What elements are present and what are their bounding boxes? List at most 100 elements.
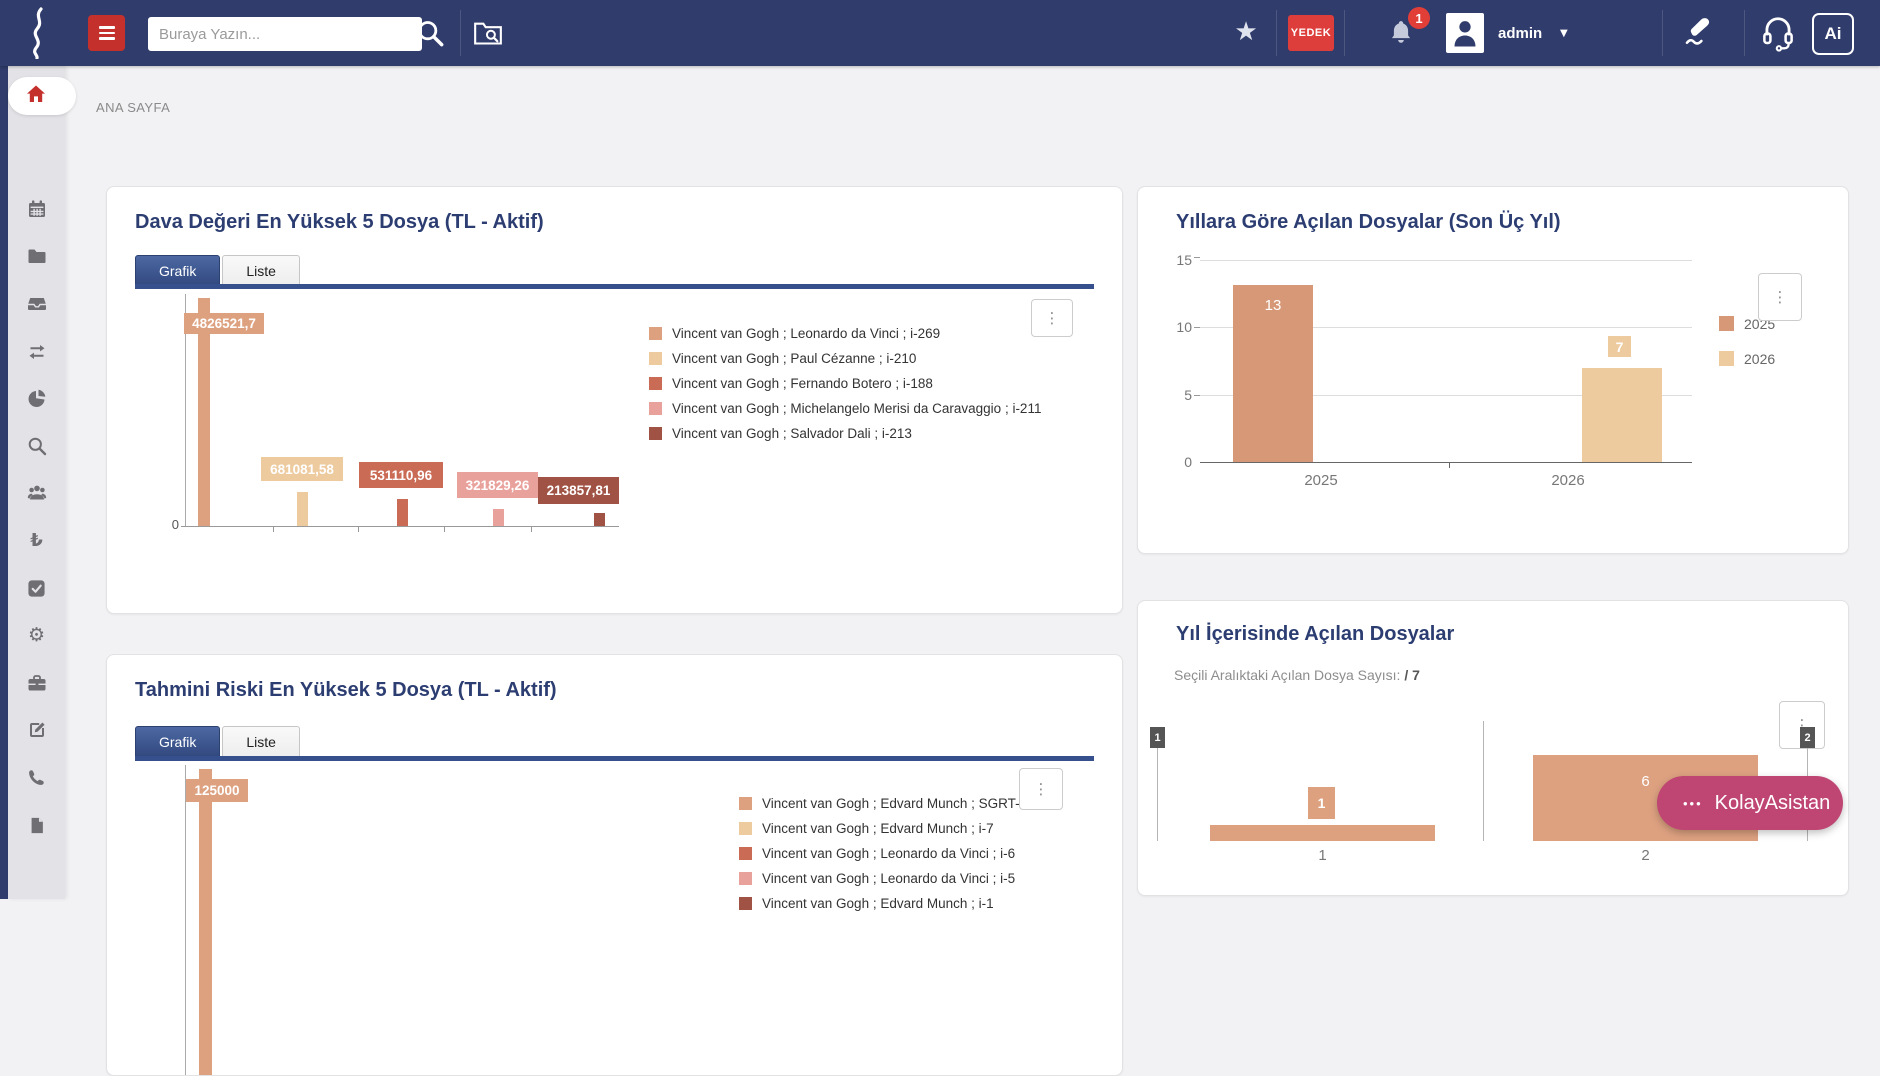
favorites-star-icon[interactable]: ★ [1234, 17, 1258, 47]
bar-series-1[interactable] [199, 769, 212, 1075]
divider [1662, 10, 1663, 56]
chevron-down-icon[interactable]: ▼ [1560, 27, 1568, 39]
legend-swatch [649, 377, 662, 390]
sidebar-item-inbox[interactable] [8, 285, 65, 323]
subtitle-prefix: Seçili Aralıktaki Açılan Dosya Sayısı: [1174, 667, 1405, 683]
y-tick-label: 0 [1184, 454, 1192, 470]
chart-legend: Vincent van Gogh ; Leonardo da Vinci ; i… [649, 321, 1041, 446]
kebab-menu-icon[interactable]: ⋮ [1758, 273, 1802, 321]
kebab-menu-icon[interactable]: ⋮ [1031, 299, 1073, 337]
page-title: Dava Değeri En Yüksek 5 Dosya (TL - Akti… [135, 211, 544, 233]
legend-label: Vincent van Gogh ; Leonardo da Vinci ; i… [762, 846, 1016, 861]
assistant-dots-icon: ••• [1683, 795, 1703, 811]
bar-value-label: 321829,26 [457, 472, 538, 498]
tab-underline [135, 756, 1094, 761]
legend-item: Vincent van Gogh ; Leonardo da Vinci ; i… [739, 866, 1042, 891]
bar-value-label: 125000 [186, 779, 248, 802]
sidebar-accent-strip [0, 0, 8, 899]
legend-label: Vincent van Gogh ; Salvador Dali ; i-213 [672, 426, 912, 441]
legend-label: Vincent van Gogh ; Leonardo da Vinci ; i… [672, 326, 941, 341]
legend-label: Vincent van Gogh ; Paul Cézanne ; i-210 [672, 351, 917, 366]
y-axis-origin-label: 0 [171, 517, 179, 532]
kebab-menu-icon[interactable]: ⋮ [1019, 768, 1063, 810]
range-handle-end[interactable]: 2 [1800, 727, 1815, 748]
legend-label: Vincent van Gogh ; Edvard Munch ; SGRT-1… [762, 796, 1043, 811]
sidebar-item-briefcase[interactable] [8, 664, 65, 702]
bar-series-2[interactable] [297, 492, 308, 526]
sidebar-item-document[interactable] [8, 806, 65, 844]
bar-2025[interactable] [1233, 285, 1313, 462]
sidebar-item-lira[interactable]: ₺ [30, 529, 43, 551]
plot-boundary-line [1157, 748, 1158, 841]
subtitle-value: / 7 [1404, 667, 1420, 683]
range-handle-start[interactable]: 1 [1150, 727, 1165, 748]
avatar[interactable] [1446, 13, 1484, 53]
assistant-label: KolayAsistan [1714, 791, 1831, 814]
bar-value-label: 213857,81 [538, 477, 619, 504]
divider [1744, 10, 1745, 56]
legend-label: Vincent van Gogh ; Fernando Botero ; i-1… [672, 376, 933, 391]
sidebar-item-calendar[interactable] [8, 190, 65, 228]
legend-label: Vincent van Gogh ; Edvard Munch ; i-1 [762, 896, 994, 911]
sidebar-item-pie-chart[interactable] [8, 379, 65, 417]
sidebar-item-phone[interactable] [8, 758, 65, 796]
brand-logo-icon[interactable] [27, 7, 49, 64]
grid-line [1200, 395, 1692, 396]
page-title: Yıllara Göre Açılan Dosyalar (Son Üç Yıl… [1176, 211, 1561, 233]
support-headset-icon[interactable] [1754, 11, 1802, 55]
ai-assistant-button[interactable]: Ai [1812, 13, 1854, 55]
bar-period-1[interactable] [1210, 825, 1435, 841]
sidebar-item-folder[interactable] [8, 237, 65, 275]
legend-swatch [739, 822, 752, 835]
legend-swatch [1719, 351, 1734, 366]
signature-pen-icon[interactable] [1676, 12, 1722, 54]
category-divider-line [1483, 721, 1484, 841]
search-input[interactable] [148, 17, 422, 51]
bar-2026[interactable] [1582, 368, 1662, 462]
page-title: Yıl İçerisinde Açılan Dosyalar [1176, 623, 1455, 645]
tab-grafik[interactable]: Grafik [135, 726, 221, 758]
legend-item: Vincent van Gogh ; Michelangelo Merisi d… [649, 396, 1041, 421]
kolay-asistan-button[interactable]: ••• KolayAsistan [1657, 776, 1843, 830]
top-bar: ★ YEDEK 1 admin ▼ Ai [0, 0, 1880, 66]
tab-liste[interactable]: Liste [222, 255, 300, 286]
sidebar-item-tasks[interactable] [8, 569, 65, 607]
bar-series-5[interactable] [594, 513, 605, 526]
divider [1344, 10, 1345, 56]
divider [1276, 10, 1277, 56]
folder-search-icon[interactable] [470, 17, 506, 49]
chart-legend: Vincent van Gogh ; Edvard Munch ; SGRT-1… [739, 791, 1042, 916]
tab-underline [135, 284, 1094, 289]
bar-series-1[interactable] [198, 298, 210, 526]
backup-badge[interactable]: YEDEK [1288, 15, 1334, 51]
user-menu[interactable]: admin [1498, 24, 1543, 42]
sidebar-item-search[interactable] [8, 427, 65, 465]
bar-value-label: 6 [1641, 773, 1650, 790]
tab-liste[interactable]: Liste [222, 726, 300, 757]
legend-label: Vincent van Gogh ; Edvard Munch ; i-7 [762, 821, 994, 836]
y-tick-label: 15 [1176, 252, 1192, 268]
bar-series-3[interactable] [397, 499, 408, 526]
bar-value-label: 4826521,7 [184, 313, 264, 334]
sidebar-item-home[interactable] [8, 77, 76, 115]
sidebar-item-compose[interactable] [8, 711, 65, 749]
search-icon[interactable] [414, 18, 446, 48]
notifications-bell-icon[interactable] [1386, 17, 1416, 49]
card-cases-in-year: Yıl İçerisinde Açılan Dosyalar Seçili Ar… [1137, 600, 1849, 896]
notification-count-badge[interactable]: 1 [1408, 7, 1430, 29]
legend-item: Vincent van Gogh ; Salvador Dali ; i-213 [649, 421, 1041, 446]
tab-grafik[interactable]: Grafik [135, 255, 221, 287]
legend-swatch [649, 352, 662, 365]
legend-swatch [1719, 316, 1734, 331]
x-tick-label: 2025 [1304, 472, 1338, 489]
bar-series-4[interactable] [493, 509, 504, 526]
sidebar-item-users[interactable] [8, 474, 65, 512]
legend-swatch [649, 327, 662, 340]
sidebar-item-transfer[interactable] [8, 332, 65, 370]
legend-item: Vincent van Gogh ; Leonardo da Vinci ; i… [739, 841, 1042, 866]
menu-toggle-button[interactable] [88, 15, 125, 51]
legend-swatch [739, 847, 752, 860]
y-tick-label: 10 [1176, 319, 1192, 335]
sidebar-item-settings-gear-icon[interactable]: ⚙ [27, 624, 46, 646]
legend-item: Vincent van Gogh ; Leonardo da Vinci ; i… [649, 321, 1041, 346]
